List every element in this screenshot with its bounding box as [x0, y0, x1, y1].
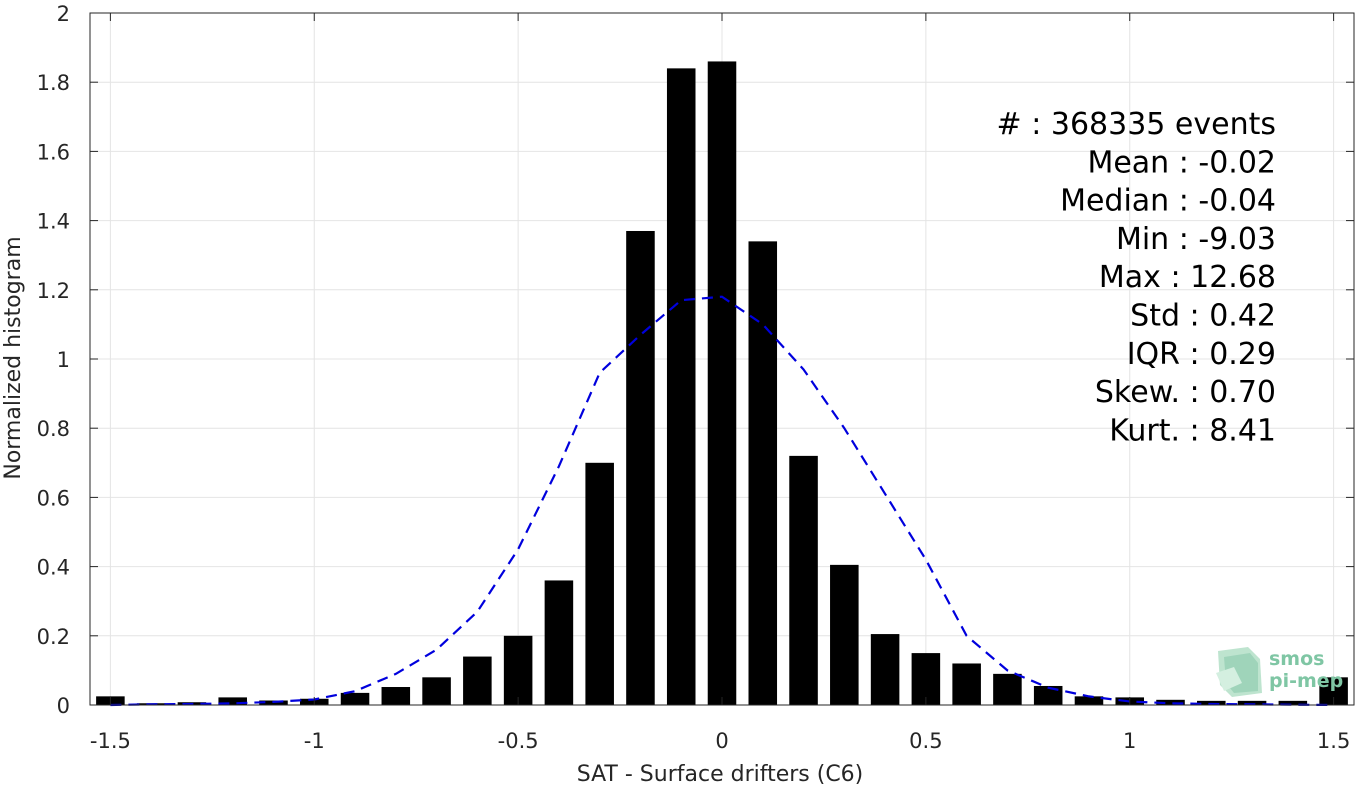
histogram-bar [1074, 696, 1104, 705]
histogram-bar [218, 697, 247, 705]
y-tick-label: 0.6 [37, 486, 70, 510]
histogram-bar [1237, 700, 1267, 705]
stat-line: Max : 12.68 [1099, 260, 1276, 295]
histogram-bar [707, 61, 737, 705]
x-axis-label: SAT - Surface drifters (C6) [577, 762, 864, 785]
histogram-bar [340, 692, 370, 705]
stat-line: Median : -0.04 [1060, 184, 1276, 219]
stat-line: Std : 0.42 [1130, 299, 1276, 334]
x-tick-label: -1 [304, 729, 325, 753]
x-tick-label: 1 [1123, 729, 1136, 753]
y-tick-label: 1.4 [37, 210, 70, 234]
histogram-bar [952, 663, 981, 705]
stat-line: IQR : 0.29 [1127, 337, 1276, 372]
axis-ticks [90, 12, 1354, 706]
logo-line2: pi-mep [1269, 670, 1343, 692]
y-tick-label: 0.8 [37, 417, 70, 441]
y-tick-label: 1.6 [37, 140, 70, 164]
y-tick-label: 0.4 [37, 556, 70, 580]
histogram-bar [1278, 700, 1308, 705]
histogram-bar [626, 230, 655, 706]
stat-line: Mean : -0.02 [1087, 145, 1276, 180]
histogram-bar [830, 564, 859, 705]
histogram-bar [993, 673, 1022, 705]
y-tick-label: 0.2 [37, 625, 70, 649]
histogram-bar [1033, 685, 1063, 705]
y-tick-label: 1.2 [37, 279, 70, 303]
stat-line: Kurt. : 8.41 [1109, 413, 1276, 448]
y-axis-label: Normalized histogram [1, 236, 26, 479]
histogram-bar [463, 656, 492, 705]
histogram-bar [544, 580, 574, 705]
histogram-bar [666, 68, 696, 706]
histogram-bar [870, 634, 900, 705]
histogram-bar [422, 677, 451, 705]
stat-line: # : 368335 events [997, 107, 1276, 142]
histogram-bar [911, 653, 941, 705]
histogram-bar [748, 241, 778, 706]
x-tick-label: -1.5 [90, 729, 131, 753]
logo-mark-icon [1216, 647, 1262, 697]
stat-line: Min : -9.03 [1116, 222, 1276, 257]
y-tick-label: 2 [57, 2, 70, 26]
histogram-bar [585, 462, 614, 705]
y-tick-label: 1 [57, 348, 70, 372]
y-tick-label: 1.8 [37, 71, 70, 95]
x-tick-label: 1.5 [1317, 729, 1350, 753]
smos-pimep-logo: smos pi-mep [1216, 647, 1343, 697]
tick-labels: -1.5 -1 -0.5 0 0.5 1 1.5 0 0.2 0.4 0.6 0.8 1 1.2 1.4 1.… [37, 2, 1351, 753]
logo-line1: smos [1269, 648, 1324, 670]
x-tick-label: 0.5 [909, 729, 942, 753]
stat-line: Skew. : 0.70 [1095, 375, 1276, 410]
histogram-bar [503, 635, 533, 705]
histogram-bar [381, 687, 411, 705]
histogram-bar [789, 455, 818, 705]
x-tick-label: 0 [715, 729, 728, 753]
y-tick-label: 0 [57, 694, 70, 718]
histogram-bar [1156, 699, 1185, 705]
x-tick-label: -0.5 [498, 729, 539, 753]
